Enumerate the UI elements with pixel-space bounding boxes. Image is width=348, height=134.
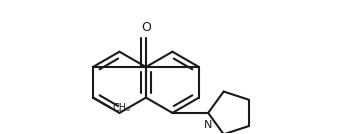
Text: O: O [141, 21, 151, 34]
Text: CH₃: CH₃ [112, 103, 130, 113]
Text: N: N [204, 120, 212, 130]
